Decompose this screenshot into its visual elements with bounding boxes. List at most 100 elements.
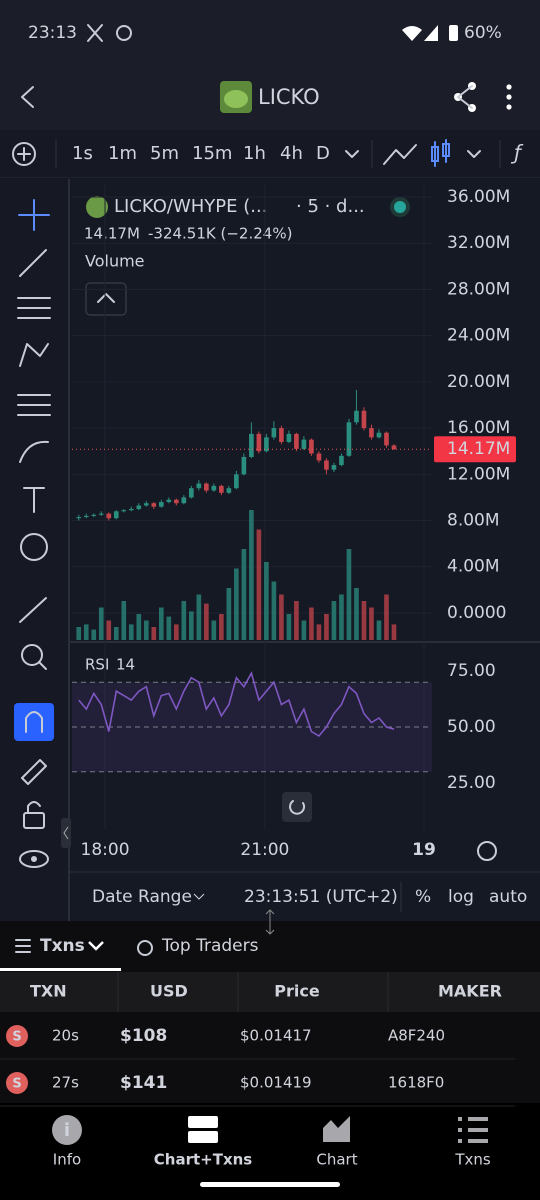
pattern-tool[interactable] <box>19 343 49 367</box>
x-tick-label: 18:00 <box>81 840 130 860</box>
candle-body <box>286 433 292 442</box>
nav-item[interactable]: Chart+Txns <box>154 1151 253 1169</box>
pair-title: LICKO/WHYPE (... <box>114 196 267 217</box>
info-glyph: i <box>64 1120 70 1141</box>
add-indicator[interactable] <box>12 142 36 166</box>
candle-body <box>309 439 314 454</box>
candle-body <box>76 517 82 519</box>
percent-toggle[interactable]: % <box>415 887 431 907</box>
x-tick-label: 21:00 <box>240 840 289 860</box>
side: S <box>12 1030 21 1045</box>
volume-bar <box>151 627 157 640</box>
volume-bar <box>196 594 202 640</box>
date-range[interactable]: Date Range <box>92 887 192 907</box>
volume-bar <box>309 607 314 640</box>
txns-tab[interactable]: Txns <box>40 936 85 956</box>
back-button[interactable] <box>21 86 34 108</box>
candle-body <box>346 422 352 456</box>
share-lines <box>457 85 473 109</box>
text-tool[interactable] <box>23 487 45 513</box>
table-header <box>0 972 540 1012</box>
collapse-handle[interactable] <box>61 818 71 848</box>
chart-type-dropdown[interactable] <box>467 150 481 158</box>
magnet-tool[interactable] <box>14 703 54 741</box>
candle-body <box>166 499 172 503</box>
side-badge <box>6 1025 28 1047</box>
candle-body <box>113 511 119 519</box>
volume-bar <box>98 607 104 640</box>
interval-button[interactable]: 1h <box>243 143 266 164</box>
interval-button[interactable]: 5m <box>150 143 179 164</box>
log-toggle[interactable]: log <box>448 887 474 907</box>
candle-type[interactable] <box>431 139 450 167</box>
menu-dot <box>506 94 512 100</box>
reset-icon <box>289 800 306 815</box>
zoom-tool[interactable] <box>21 644 43 666</box>
top-traders-tab[interactable]: Top Traders <box>161 936 259 956</box>
usd: $141 <box>120 1073 167 1093</box>
share-button[interactable] <box>454 82 476 112</box>
volume-bar <box>391 624 397 640</box>
volume-bar <box>189 611 194 640</box>
candle-body <box>181 497 187 504</box>
tool-column <box>0 179 68 921</box>
magnet-icon <box>25 711 43 733</box>
interval-button[interactable]: D <box>316 143 330 164</box>
candle-body <box>98 513 104 515</box>
collapse-legend[interactable] <box>85 282 127 316</box>
last-price-label: 14.17M <box>447 439 510 459</box>
chart-txns-icon-bottom <box>188 1131 218 1143</box>
x-icon <box>87 24 103 42</box>
candle-body <box>121 510 127 512</box>
visibility-tool[interactable] <box>19 850 49 868</box>
projection-tool[interactable] <box>17 394 51 416</box>
info-icon <box>52 1115 82 1145</box>
age: 20s <box>52 1027 79 1045</box>
emoji-tool[interactable] <box>20 533 48 561</box>
lock-tool[interactable] <box>23 812 45 829</box>
auto-toggle[interactable]: auto <box>489 887 527 907</box>
last-value: 14.17M <box>84 225 140 243</box>
chart-txns-icon-top <box>188 1116 218 1128</box>
nav-item[interactable]: Info <box>53 1151 81 1169</box>
volume-bar <box>113 627 119 640</box>
volume-bar <box>339 594 344 640</box>
line-type[interactable] <box>383 144 417 165</box>
token-icon-face <box>224 90 248 108</box>
collapse-arrow <box>63 826 69 840</box>
interval-button[interactable]: 1m <box>108 143 137 164</box>
y-tick-label: 24.00M <box>447 326 510 346</box>
reset-button[interactable] <box>282 792 312 822</box>
ruler-tool[interactable] <box>19 597 47 623</box>
candle-body <box>324 460 329 470</box>
brush-tool[interactable] <box>19 440 49 463</box>
fib-tool[interactable] <box>17 297 51 319</box>
interval-button[interactable]: 15m <box>192 143 232 164</box>
interval-button[interactable]: 4h <box>280 143 303 164</box>
settings-button[interactable] <box>477 841 497 861</box>
chart-icon <box>323 1116 350 1142</box>
menu-button[interactable] <box>506 84 512 110</box>
candle-body <box>331 465 337 470</box>
trendline-tool[interactable] <box>19 249 47 277</box>
crosshair-tool[interactable] <box>18 199 50 231</box>
fx-icon[interactable]: ƒ <box>510 141 524 165</box>
clock: 23:13:51 (UTC+2) <box>244 887 398 907</box>
traders-tab-icon <box>137 940 153 956</box>
candle-body <box>376 432 382 438</box>
side-badge <box>6 1072 28 1094</box>
lock-draw-tool[interactable] <box>21 759 47 785</box>
interval-dropdown[interactable] <box>345 150 359 158</box>
nav-item[interactable]: Txns <box>454 1151 491 1169</box>
nav-item[interactable]: Chart <box>316 1151 357 1169</box>
volume-bar <box>376 620 382 640</box>
dnd-icon <box>116 25 132 41</box>
volume-bar <box>143 620 149 640</box>
y-tick-label: 16.00M <box>447 418 510 438</box>
resize-handle[interactable] <box>265 909 275 935</box>
interval-button[interactable]: 1s <box>72 143 93 164</box>
volume-bar <box>361 601 367 640</box>
rsi-label: RSI <box>85 656 109 674</box>
pair-icon <box>86 196 108 218</box>
